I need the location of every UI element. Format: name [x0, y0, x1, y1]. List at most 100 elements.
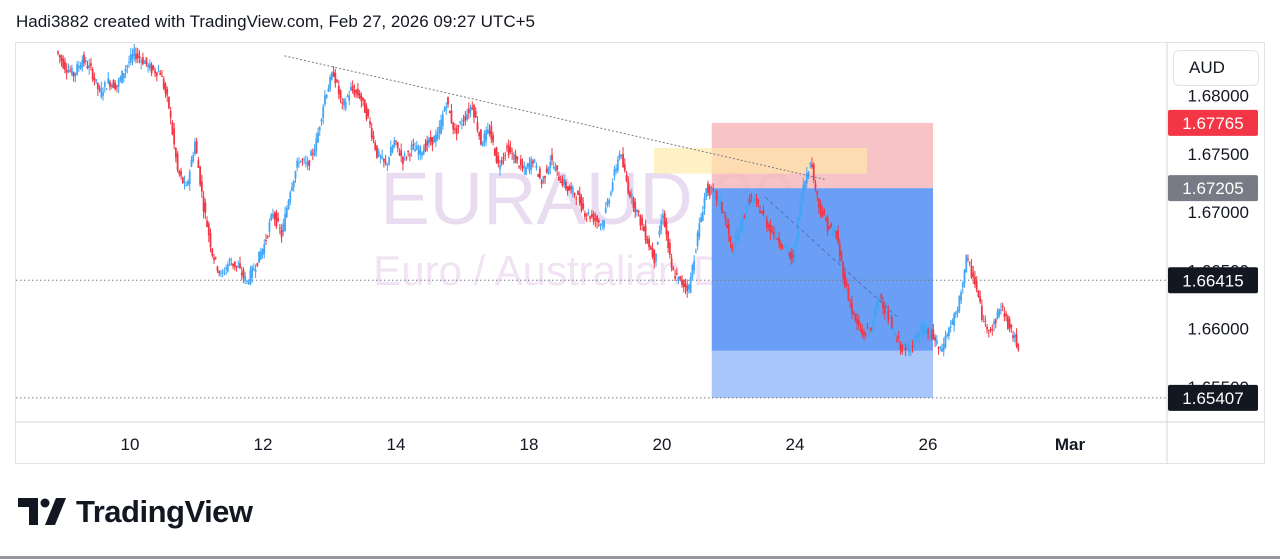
- candle-body: [965, 254, 968, 272]
- candle-body: [424, 143, 427, 151]
- currency-button[interactable]: AUD: [1173, 50, 1259, 86]
- candle-body: [908, 346, 910, 353]
- candle-body: [211, 248, 214, 256]
- candle-body: [859, 329, 862, 331]
- candle-body: [155, 72, 158, 77]
- candle-body: [353, 90, 356, 96]
- x-tick-label: 12: [254, 435, 273, 454]
- price-label-last: 1.66415: [1182, 271, 1243, 290]
- candle-body: [923, 324, 926, 333]
- candle-body: [826, 216, 829, 232]
- candle-body: [393, 140, 396, 148]
- candle-body: [226, 264, 229, 272]
- candle-body: [878, 296, 881, 301]
- candle-body: [691, 265, 694, 278]
- bottom-border: [0, 556, 1280, 559]
- candle-body: [989, 329, 992, 331]
- candle-body: [374, 142, 377, 150]
- candle-body: [819, 204, 822, 216]
- candle-body: [740, 219, 742, 233]
- candle-body: [251, 266, 254, 278]
- candle-body: [490, 125, 493, 140]
- candle-body: [355, 89, 358, 93]
- candle-body: [1000, 309, 1002, 311]
- candle-body: [1006, 316, 1009, 329]
- candle-body: [272, 214, 274, 217]
- candle-body: [568, 186, 571, 191]
- candle-body: [956, 309, 959, 313]
- candle-body: [351, 85, 354, 91]
- candle-body: [504, 155, 507, 157]
- candle-body: [812, 164, 815, 181]
- candle-body: [202, 196, 205, 212]
- candle-body: [656, 241, 659, 245]
- candle-body: [667, 231, 670, 249]
- candle-body: [670, 258, 673, 268]
- candle-body: [70, 67, 73, 75]
- candle-body: [814, 183, 817, 189]
- candle-body: [935, 340, 938, 344]
- candle-body: [755, 198, 758, 201]
- candle-body: [181, 177, 184, 183]
- candle-body: [743, 217, 746, 219]
- candle-body: [83, 54, 85, 64]
- candle-body: [864, 334, 867, 336]
- candle-body: [343, 99, 345, 106]
- candle-body: [317, 132, 319, 143]
- candle-body: [199, 166, 202, 185]
- candle-body: [634, 201, 637, 213]
- candle-body: [759, 211, 761, 213]
- candle-body: [809, 163, 812, 165]
- candle-body: [811, 164, 813, 168]
- candle-body: [816, 191, 819, 195]
- candle-body: [230, 262, 233, 266]
- candle-body: [941, 348, 943, 352]
- candle-body: [200, 181, 203, 192]
- candle-body: [987, 330, 990, 332]
- candle-body: [410, 144, 413, 151]
- candle-body: [405, 157, 408, 159]
- candle-body: [270, 214, 273, 221]
- candle-body: [875, 306, 878, 312]
- candle-body: [823, 209, 826, 215]
- price-label-stop: 1.67765: [1182, 114, 1243, 133]
- candle-body: [611, 182, 614, 191]
- candle-body: [802, 184, 805, 200]
- candle-body: [506, 146, 508, 148]
- candle-body: [913, 339, 916, 346]
- candle-body: [431, 137, 434, 145]
- candle-body: [138, 56, 141, 59]
- candle-body: [700, 216, 702, 223]
- candle-body: [928, 330, 931, 335]
- candle-body: [377, 151, 380, 157]
- candle-body: [658, 230, 661, 236]
- candle-body: [480, 129, 482, 145]
- candle-body: [266, 236, 269, 238]
- candle-body: [204, 202, 207, 213]
- candle-body: [584, 213, 586, 217]
- candle-body: [830, 223, 832, 227]
- candle-body: [575, 198, 578, 200]
- candle-body: [318, 127, 321, 131]
- price-label-bg-stop: [1168, 109, 1258, 136]
- candle-body: [753, 199, 756, 202]
- candle-body: [544, 176, 546, 178]
- candle-body: [188, 171, 191, 185]
- candle-body: [140, 60, 143, 63]
- candle-body: [466, 114, 468, 120]
- candle-body: [925, 327, 928, 335]
- candle-body: [994, 319, 997, 324]
- candle-body: [363, 99, 366, 113]
- tradingview-brand[interactable]: TradingView: [18, 494, 253, 530]
- candle-body: [235, 265, 238, 267]
- candle-body: [126, 65, 129, 68]
- candle-body: [766, 219, 768, 228]
- candle-body: [655, 253, 657, 262]
- candle-body: [216, 266, 219, 271]
- candle-body: [982, 318, 985, 320]
- candle-body: [892, 326, 895, 332]
- candle-body: [391, 146, 394, 153]
- candle-body: [693, 260, 696, 271]
- candle-body: [757, 199, 760, 205]
